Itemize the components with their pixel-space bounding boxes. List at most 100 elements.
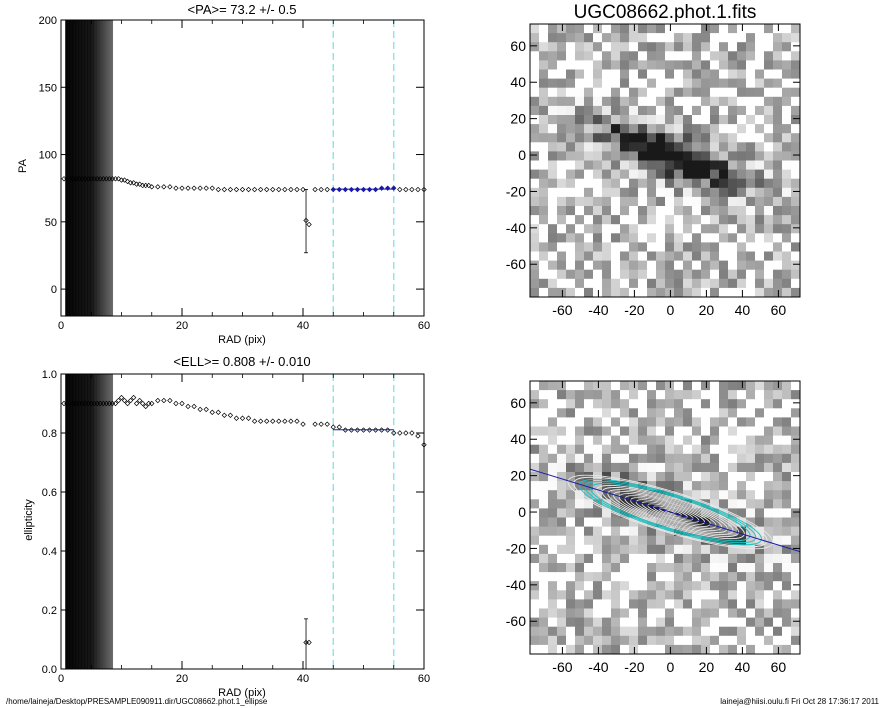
image-pixel — [710, 426, 720, 436]
image-pixel — [656, 278, 666, 289]
image-pixel — [746, 381, 756, 391]
image-pixel — [665, 69, 675, 79]
image-pixel — [728, 206, 738, 216]
image-pixel — [701, 96, 711, 107]
image-pixel — [746, 563, 756, 573]
data-point — [215, 186, 221, 193]
image-pixel — [764, 24, 774, 34]
image-pixel — [683, 42, 693, 52]
x-tick-label: 20 — [176, 320, 188, 332]
image-pixel — [548, 115, 558, 125]
image-pixel — [584, 381, 594, 391]
image-pixel — [701, 435, 711, 446]
image-pixel — [593, 215, 603, 225]
image-pixel — [602, 535, 612, 546]
image-pixel — [719, 462, 729, 473]
image-pixel — [710, 417, 720, 427]
data-point — [415, 186, 421, 193]
image-pixel — [629, 124, 639, 134]
image-pixel — [530, 24, 540, 34]
data-point — [139, 400, 146, 407]
image-pixel — [620, 399, 630, 409]
image-pixel — [530, 481, 540, 491]
image-pixel — [602, 24, 612, 34]
image-pixel — [728, 242, 738, 252]
image-pixel — [755, 224, 765, 234]
image-pixel — [737, 206, 747, 216]
image-pixel — [728, 553, 738, 564]
image-pixel — [665, 644, 675, 655]
image-pixel — [791, 251, 801, 261]
image-pixel — [746, 260, 756, 271]
image-pixel — [791, 581, 801, 591]
image-pixel — [539, 444, 549, 455]
data-point — [155, 184, 161, 190]
image-pixel — [728, 581, 738, 591]
image-pixel — [656, 260, 666, 271]
data-point — [336, 424, 342, 430]
image-pixel — [584, 517, 594, 527]
image-pixel — [710, 69, 720, 79]
image-pixel — [710, 196, 720, 207]
image-pixel — [602, 96, 612, 107]
image-pixel — [656, 87, 666, 98]
image-pixel — [620, 499, 630, 509]
image-pixel — [737, 526, 747, 537]
image-pixel — [575, 142, 585, 152]
image-pixel — [629, 278, 639, 289]
image-pixel — [710, 260, 720, 271]
data-point — [139, 182, 146, 189]
image-pixel — [629, 544, 639, 555]
data-point — [203, 406, 209, 413]
image-pixel — [566, 626, 576, 637]
image-pixel — [791, 105, 801, 116]
image-pixel — [557, 472, 567, 482]
image-pixel — [710, 526, 720, 537]
image-pixel — [719, 242, 729, 252]
image-pixel — [530, 544, 540, 555]
image-pixel — [566, 472, 576, 482]
image-pixel — [539, 517, 549, 527]
image-pixel — [719, 453, 729, 464]
image-pixel — [638, 87, 648, 98]
image-pixel — [674, 617, 684, 628]
image-pixel — [773, 572, 783, 582]
image-pixel — [620, 160, 630, 170]
image-pixel — [602, 33, 612, 43]
image-pixel — [728, 133, 738, 143]
image-pixel — [656, 196, 666, 207]
image-pixel — [530, 581, 540, 591]
image-pixel — [620, 169, 630, 180]
image-pixel — [665, 42, 675, 52]
image-pixel — [683, 590, 693, 600]
image-pixel — [701, 60, 711, 70]
image-pixel — [665, 105, 675, 116]
image-pixel — [629, 399, 639, 409]
image-pixel — [674, 124, 684, 134]
image-pixel — [773, 142, 783, 152]
image-pixel — [701, 544, 711, 555]
image-pixel — [773, 444, 783, 455]
image-pixel — [530, 242, 540, 252]
image-pixel — [791, 544, 801, 555]
image-pixel — [593, 278, 603, 289]
image-pixel — [611, 78, 621, 89]
image-pixel — [575, 581, 585, 591]
image-pixel — [755, 287, 765, 298]
image-pixel — [782, 544, 792, 555]
image-pixel — [566, 535, 576, 546]
image-pixel — [539, 535, 549, 546]
image-pixel — [656, 24, 666, 34]
image-pixel — [620, 544, 630, 555]
image-pixel — [557, 78, 567, 89]
image-pixel — [629, 526, 639, 537]
image-pixel — [575, 287, 585, 298]
image-pixel — [782, 526, 792, 537]
image-pixel — [692, 251, 702, 261]
image-pixel — [791, 151, 801, 161]
image-pixel — [575, 242, 585, 252]
image-pixel — [656, 215, 666, 225]
image-pixel — [611, 24, 621, 34]
image-pixel — [665, 563, 675, 573]
image-pixel — [683, 417, 693, 427]
